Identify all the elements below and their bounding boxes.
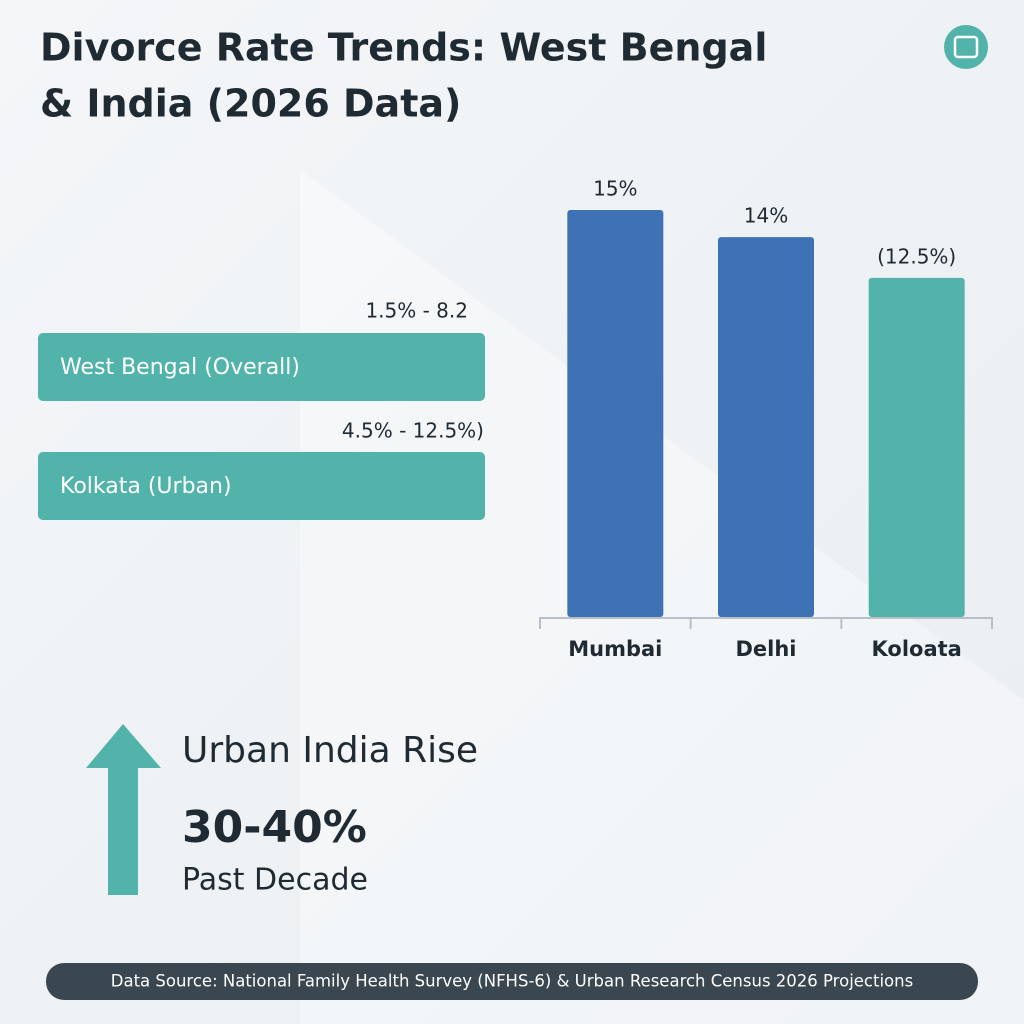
x-tick-label: Delhi: [735, 637, 796, 661]
icon-glyph: [953, 35, 979, 59]
x-tick-label: Koloata: [871, 637, 961, 661]
rise-arrow: [86, 724, 161, 895]
app-icon: [944, 25, 988, 69]
value-label: 15%: [593, 177, 637, 201]
highlight-title: Urban India Rise: [182, 730, 478, 771]
title-line: & India (2026 Data): [40, 82, 461, 126]
icon-circle: [944, 25, 988, 69]
bar-chart: 15% Mumbai 14% Delhi (12.5%) Koloata: [539, 177, 993, 661]
range-name: West Bengal (Overall): [60, 355, 300, 380]
title-line: Divorce Rate Trends: West Bengal: [40, 26, 767, 70]
bar: [567, 210, 664, 617]
source-pill: [46, 963, 978, 1000]
range-panel: 1.5% - 8.2 West Bengal (Overall) 4.5% - …: [38, 299, 485, 520]
range-label: 1.5% - 8.2: [365, 299, 468, 323]
highlight-value: 30-40%: [182, 802, 367, 853]
bar: [718, 237, 814, 617]
source-text: Data Source: National Family Health Surv…: [111, 972, 913, 991]
source-bar: Data Source: National Family Health Surv…: [46, 963, 978, 1000]
x-tick-label: Mumbai: [568, 637, 662, 661]
range-box: [38, 452, 485, 520]
value-label: 14%: [744, 204, 788, 228]
highlight-caption: Past Decade: [182, 863, 368, 898]
highlight: Urban India Rise 30-40% Past Decade: [86, 724, 478, 898]
bar: [868, 277, 965, 617]
range-label: 4.5% - 12.5%): [342, 419, 484, 443]
value-label: (12.5%): [877, 244, 956, 268]
range-box: [38, 333, 485, 401]
range-name: Kolkata (Urban): [60, 474, 232, 499]
